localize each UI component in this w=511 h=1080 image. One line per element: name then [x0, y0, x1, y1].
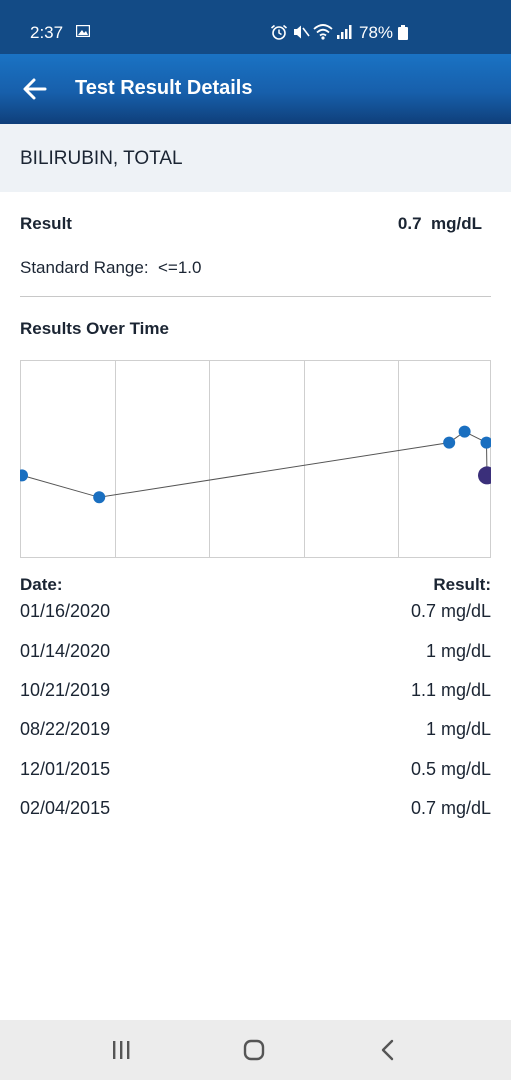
image-icon — [76, 25, 90, 37]
results-chart-svg — [20, 360, 491, 558]
standard-range: Standard Range: <=1.0 — [20, 258, 202, 277]
history-result: 0.7 mg/dL — [410, 601, 491, 621]
history-row: 10/21/2019 1.1 mg/dL — [20, 680, 491, 704]
divider — [20, 296, 491, 297]
back-icon[interactable] — [373, 1038, 403, 1062]
status-time: 2:37 — [30, 23, 64, 42]
result-header: Result: — [433, 575, 491, 594]
history-row: 01/14/2020 1 mg/dL — [20, 641, 491, 665]
history-result: 0.7 mg/dL — [410, 798, 491, 818]
results-over-time-heading: Results Over Time — [20, 319, 169, 338]
data-point-latest — [478, 466, 491, 485]
date-header: Date: — [20, 575, 63, 594]
history-row: 02/04/2015 0.7 mg/dL — [20, 798, 491, 822]
alarm-icon — [270, 24, 288, 40]
system-nav-bar — [0, 1020, 511, 1080]
test-name: BILIRUBIN, TOTAL — [20, 148, 183, 169]
home-icon[interactable] — [239, 1038, 269, 1062]
test-name-band: BILIRUBIN, TOTAL — [0, 124, 511, 192]
wifi-icon — [313, 24, 333, 40]
data-point — [480, 436, 491, 449]
app-bar: Test Result Details — [0, 54, 511, 124]
history-date: 12/01/2015 — [20, 759, 111, 779]
result-value: 0.7 mg/dL — [397, 214, 482, 233]
history-result: 1 mg/dL — [425, 719, 491, 739]
history-date: 08/22/2019 — [20, 719, 111, 739]
history-result: 0.5 mg/dL — [410, 759, 491, 779]
result-label: Result — [20, 214, 72, 233]
mute-icon — [294, 25, 310, 39]
history-row: 01/16/2020 0.7 mg/dL — [20, 601, 491, 625]
recent-apps-icon[interactable] — [106, 1038, 136, 1062]
chart-frame — [20, 360, 491, 558]
data-point — [443, 436, 456, 449]
data-point — [458, 425, 471, 438]
history-result: 1 mg/dL — [425, 641, 491, 661]
results-chart — [20, 360, 491, 558]
signal-icon — [337, 25, 352, 39]
history-result: 1.1 mg/dL — [410, 680, 491, 700]
history-date: 10/21/2019 — [20, 680, 111, 700]
history-row: 08/22/2019 1 mg/dL — [20, 719, 491, 743]
history-row: 12/01/2015 0.5 mg/dL — [20, 759, 491, 783]
history-date: 01/16/2020 — [20, 601, 111, 621]
status-bar: 2:37 78% — [0, 0, 511, 54]
history-date: 02/04/2015 — [20, 798, 111, 818]
battery-icon — [398, 25, 408, 40]
data-point — [93, 491, 106, 504]
data-point — [20, 469, 28, 482]
history-date: 01/14/2020 — [20, 641, 111, 661]
page-title: Test Result Details — [75, 77, 253, 99]
battery-percent: 78% — [359, 23, 394, 42]
back-arrow-icon[interactable] — [18, 72, 52, 106]
